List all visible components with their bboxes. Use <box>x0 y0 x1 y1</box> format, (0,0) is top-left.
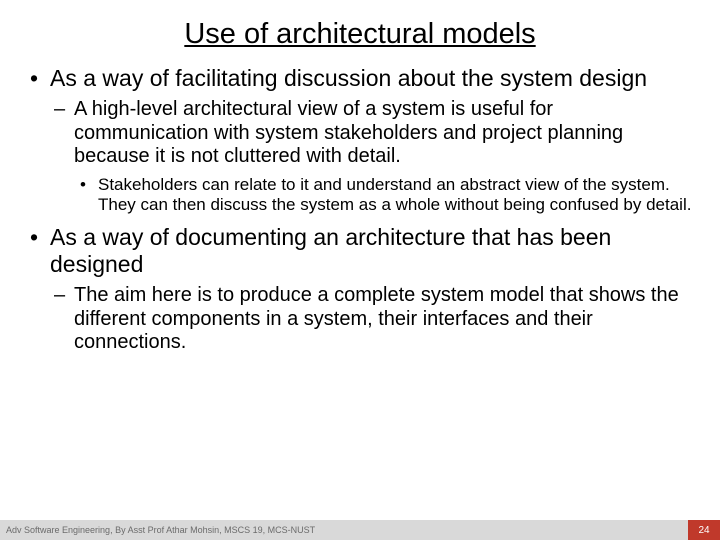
bullet-item: As a way of facilitating discussion abou… <box>28 65 692 216</box>
bullet-item: The aim here is to produce a complete sy… <box>50 284 692 355</box>
slide-title: Use of architectural models <box>28 18 692 51</box>
slide-container: Use of architectural models As a way of … <box>0 0 720 540</box>
bullet-text: As a way of facilitating discussion abou… <box>50 65 647 91</box>
footer-credit: Adv Software Engineering, By Asst Prof A… <box>6 525 315 535</box>
footer-left: Adv Software Engineering, By Asst Prof A… <box>0 520 688 540</box>
bullet-list-level2: The aim here is to produce a complete sy… <box>50 284 692 355</box>
bullet-text: A high-level architectural view of a sys… <box>74 98 623 167</box>
footer: Adv Software Engineering, By Asst Prof A… <box>0 520 720 540</box>
bullet-item: As a way of documenting an architecture … <box>28 224 692 355</box>
bullet-list-level2: A high-level architectural view of a sys… <box>50 98 692 216</box>
bullet-list-level1: As a way of facilitating discussion abou… <box>28 65 692 355</box>
footer-right: 24 <box>688 520 720 540</box>
bullet-text: As a way of documenting an architecture … <box>50 224 611 277</box>
bullet-text: Stakeholders can relate to it and unders… <box>98 175 691 214</box>
bullet-text: The aim here is to produce a complete sy… <box>74 284 679 353</box>
bullet-item: Stakeholders can relate to it and unders… <box>74 175 692 216</box>
bullet-list-level3: Stakeholders can relate to it and unders… <box>74 175 692 216</box>
bullet-item: A high-level architectural view of a sys… <box>50 98 692 216</box>
page-number: 24 <box>698 525 709 536</box>
